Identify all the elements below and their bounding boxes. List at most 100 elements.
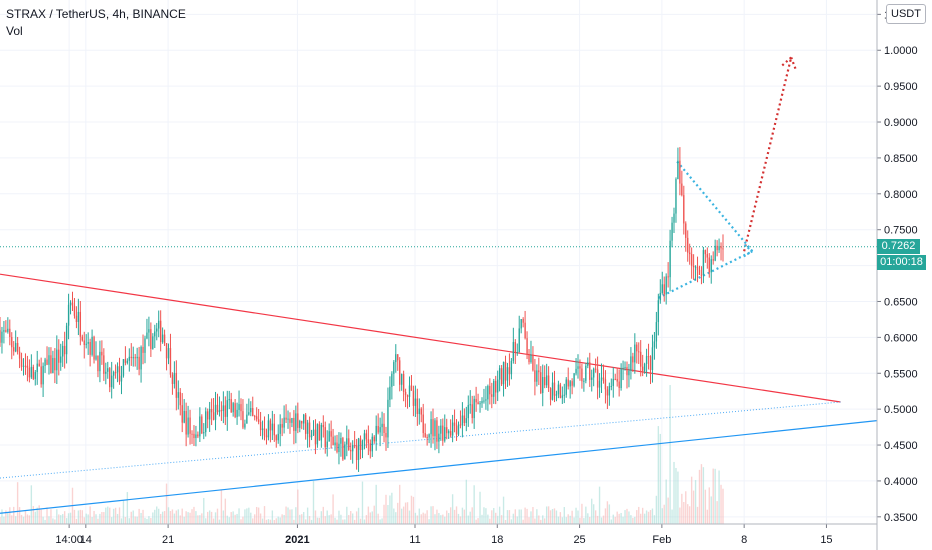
volume-bar xyxy=(48,516,50,524)
volume-bar xyxy=(46,507,48,524)
candle-body xyxy=(496,379,499,393)
candle-body xyxy=(207,411,209,420)
volume-bar xyxy=(357,507,360,524)
candle-body xyxy=(148,329,150,333)
volume-bar xyxy=(518,509,520,524)
volume-bar xyxy=(400,508,403,524)
candle-body xyxy=(142,346,144,353)
candle-body xyxy=(545,375,548,386)
candle-body xyxy=(306,422,309,434)
volume-bar xyxy=(422,512,424,524)
candle-body xyxy=(414,398,417,406)
candle-body xyxy=(44,359,46,366)
candle-body xyxy=(432,419,434,437)
candle-body xyxy=(397,354,399,361)
candle-body xyxy=(504,361,507,381)
volume-bar xyxy=(163,511,166,524)
candle-body xyxy=(130,356,132,359)
candle-body xyxy=(179,392,181,406)
volume-bar xyxy=(60,515,62,524)
volume-bar xyxy=(471,507,473,524)
candle-body xyxy=(532,354,534,371)
volume-bar xyxy=(467,515,469,524)
volume-bar xyxy=(683,501,685,524)
candle-body xyxy=(77,311,80,322)
candle-body xyxy=(5,330,7,332)
volume-bar xyxy=(283,514,285,524)
candle-body xyxy=(118,366,121,382)
candle-body xyxy=(553,382,556,396)
volume-bar xyxy=(30,485,33,524)
volume-bar xyxy=(214,512,217,524)
volume-bar xyxy=(63,511,66,524)
candle-body xyxy=(183,410,185,423)
candle-body xyxy=(63,345,66,355)
volume-bar xyxy=(289,509,291,524)
candle-body xyxy=(244,423,246,428)
candle-body xyxy=(673,213,675,223)
volume-bar xyxy=(183,516,185,524)
y-tick-label: 0.6500 xyxy=(884,296,918,308)
volume-bar xyxy=(720,484,722,524)
volume-bar xyxy=(692,490,695,524)
volume-bar xyxy=(483,507,485,524)
candle-body xyxy=(324,427,326,448)
volume-bar xyxy=(383,504,385,524)
candle-body xyxy=(169,348,172,375)
candle-body xyxy=(232,403,234,413)
candle-body xyxy=(20,358,23,367)
volume-bar xyxy=(387,505,389,524)
candle-body xyxy=(263,428,266,436)
volume-bar xyxy=(42,516,44,524)
candle-body xyxy=(32,366,34,379)
candle-body xyxy=(126,360,129,363)
candle-body xyxy=(720,246,722,249)
candle-body xyxy=(600,377,603,381)
volume-bar xyxy=(16,482,19,524)
candle-body xyxy=(410,385,413,391)
candle-body xyxy=(65,325,68,355)
candle-body xyxy=(163,334,166,344)
volume-bar xyxy=(205,518,207,524)
candle-body xyxy=(285,417,287,420)
candle-body xyxy=(267,420,270,438)
candle-body xyxy=(199,416,201,437)
candle-body xyxy=(544,377,546,386)
volume-bar xyxy=(418,508,420,524)
candle-body xyxy=(467,405,469,419)
volume-bar xyxy=(299,514,301,524)
candle-body xyxy=(598,380,601,388)
candle-body xyxy=(489,386,491,395)
candle-body xyxy=(152,336,154,349)
volume-bar xyxy=(351,513,354,524)
candle-body xyxy=(83,340,85,345)
volume-label[interactable]: Vol xyxy=(6,24,23,38)
candle-body xyxy=(75,315,78,322)
volume-bar xyxy=(93,510,95,524)
volume-bar xyxy=(238,508,240,524)
candle-body xyxy=(355,445,358,460)
volume-bar xyxy=(22,516,25,524)
candle-body xyxy=(120,375,123,382)
drawings[interactable] xyxy=(0,56,878,514)
pennant-arrowhead xyxy=(741,250,753,259)
candle-body xyxy=(11,336,13,348)
x-tick-label: 14:00 xyxy=(55,534,83,546)
volume-bar xyxy=(612,514,614,524)
candle-body xyxy=(404,392,407,396)
candle-body xyxy=(420,408,422,415)
volume-bar xyxy=(694,480,697,524)
volume-bar xyxy=(67,513,70,524)
symbol-title[interactable]: STRAX / TetherUS, 4h, BINANCE xyxy=(6,7,186,21)
volume-bar xyxy=(426,510,428,524)
volume-bar xyxy=(628,511,630,524)
candle-body xyxy=(220,410,223,412)
candle-body xyxy=(371,436,373,452)
candle-body xyxy=(563,394,565,396)
candle-body xyxy=(406,395,409,397)
volume-bar xyxy=(85,513,87,524)
candle-body xyxy=(93,336,95,360)
currency-unit-button[interactable]: USDT xyxy=(886,4,926,24)
